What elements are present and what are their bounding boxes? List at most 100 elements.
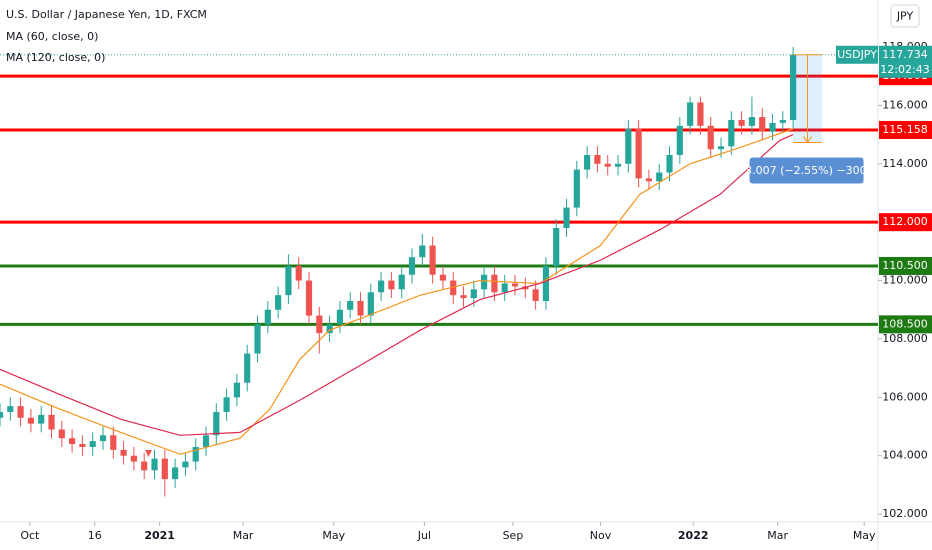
candle xyxy=(790,47,797,129)
candle xyxy=(645,169,653,191)
candle xyxy=(58,420,65,447)
candle-body xyxy=(656,172,663,182)
candle xyxy=(27,409,34,433)
level-label: 108.500 xyxy=(882,317,928,330)
candle xyxy=(275,286,282,319)
candle-body xyxy=(172,467,179,480)
candle xyxy=(717,137,725,158)
candle xyxy=(429,236,436,284)
ma-line xyxy=(0,128,794,455)
signal-marker xyxy=(145,450,152,457)
candle-body xyxy=(141,461,148,471)
candle-body xyxy=(285,265,292,296)
candle-body xyxy=(408,257,416,275)
candle-body xyxy=(594,155,601,164)
currency-button-label[interactable]: JPY xyxy=(896,10,914,23)
x-tick-label: Sep xyxy=(503,529,524,542)
level-label: 112.000 xyxy=(882,215,928,228)
level-label-box xyxy=(879,315,932,334)
candle-body xyxy=(460,295,467,299)
candle-body xyxy=(439,274,447,281)
candle xyxy=(419,233,426,266)
candle xyxy=(676,117,683,164)
y-tick-label: 104.000 xyxy=(882,449,928,462)
candle xyxy=(759,108,766,141)
candle-body xyxy=(151,458,158,471)
candle-body xyxy=(398,274,405,290)
last-price-label: 117.734 xyxy=(882,48,928,61)
candle-body xyxy=(532,289,539,301)
candle-body xyxy=(202,435,210,447)
measure-box xyxy=(749,157,864,184)
candle-body xyxy=(759,117,766,132)
x-tick-label: Nov xyxy=(590,529,612,542)
candle-body xyxy=(367,292,374,316)
last-price-box xyxy=(879,45,932,78)
currency-button[interactable] xyxy=(890,4,920,28)
plot-area xyxy=(0,47,878,497)
candle xyxy=(69,429,76,453)
candle xyxy=(501,274,508,301)
candle-body xyxy=(728,119,735,147)
candle xyxy=(481,265,488,299)
ma-line xyxy=(0,134,794,436)
y-tick-label: 106.000 xyxy=(882,390,928,403)
candle-body xyxy=(450,280,457,296)
candle xyxy=(408,248,416,284)
candle-body xyxy=(295,265,302,281)
countdown-label: 12:02:43 xyxy=(880,63,929,76)
candle xyxy=(728,111,735,156)
candle xyxy=(89,432,96,456)
candle xyxy=(697,96,704,135)
candle xyxy=(594,146,601,173)
candle xyxy=(584,146,591,179)
legend-entry: MA (120, close, 0) xyxy=(6,51,105,64)
candle-body xyxy=(707,125,714,150)
candle-body xyxy=(326,324,333,334)
measure-arrowhead xyxy=(803,136,812,144)
candle-body xyxy=(511,283,519,287)
y-tick-label: 114.000 xyxy=(882,157,928,170)
candle-body xyxy=(233,382,240,398)
level-label-box xyxy=(879,213,932,232)
candle-body xyxy=(378,280,385,293)
candle xyxy=(336,300,344,334)
candle xyxy=(295,257,302,290)
symbol-tag xyxy=(836,45,878,64)
candle-body xyxy=(697,102,704,126)
candle xyxy=(378,271,385,301)
candle xyxy=(779,111,786,132)
candle xyxy=(48,406,55,439)
candle-body xyxy=(58,429,65,439)
legend-entry: MA (60, close, 0) xyxy=(6,30,98,43)
y-tick-label: 110.000 xyxy=(882,274,928,287)
candle xyxy=(130,446,137,471)
candle-body xyxy=(573,169,580,208)
candle xyxy=(625,119,632,173)
candle xyxy=(264,300,271,334)
candle xyxy=(233,373,240,407)
candle xyxy=(738,111,745,135)
candle-body xyxy=(429,245,436,275)
candle-body xyxy=(635,128,642,179)
candle-body xyxy=(213,411,220,436)
candle xyxy=(38,406,45,433)
candle xyxy=(110,426,117,459)
candle-body xyxy=(161,458,168,480)
candle-body xyxy=(7,406,14,412)
candle xyxy=(748,96,756,135)
symbol-label: USDJPY xyxy=(837,48,877,61)
candle-body xyxy=(625,128,632,164)
candle xyxy=(202,426,210,456)
candle xyxy=(99,426,107,450)
candle xyxy=(563,198,570,237)
candle xyxy=(141,452,148,480)
candle xyxy=(542,257,550,310)
candle-body xyxy=(790,54,797,120)
candle xyxy=(172,458,179,488)
measure-label: −3.007 (−2.55%) −300.7 xyxy=(736,164,877,177)
candle xyxy=(532,280,539,310)
candle-body xyxy=(645,178,653,182)
candle-body xyxy=(614,163,622,167)
